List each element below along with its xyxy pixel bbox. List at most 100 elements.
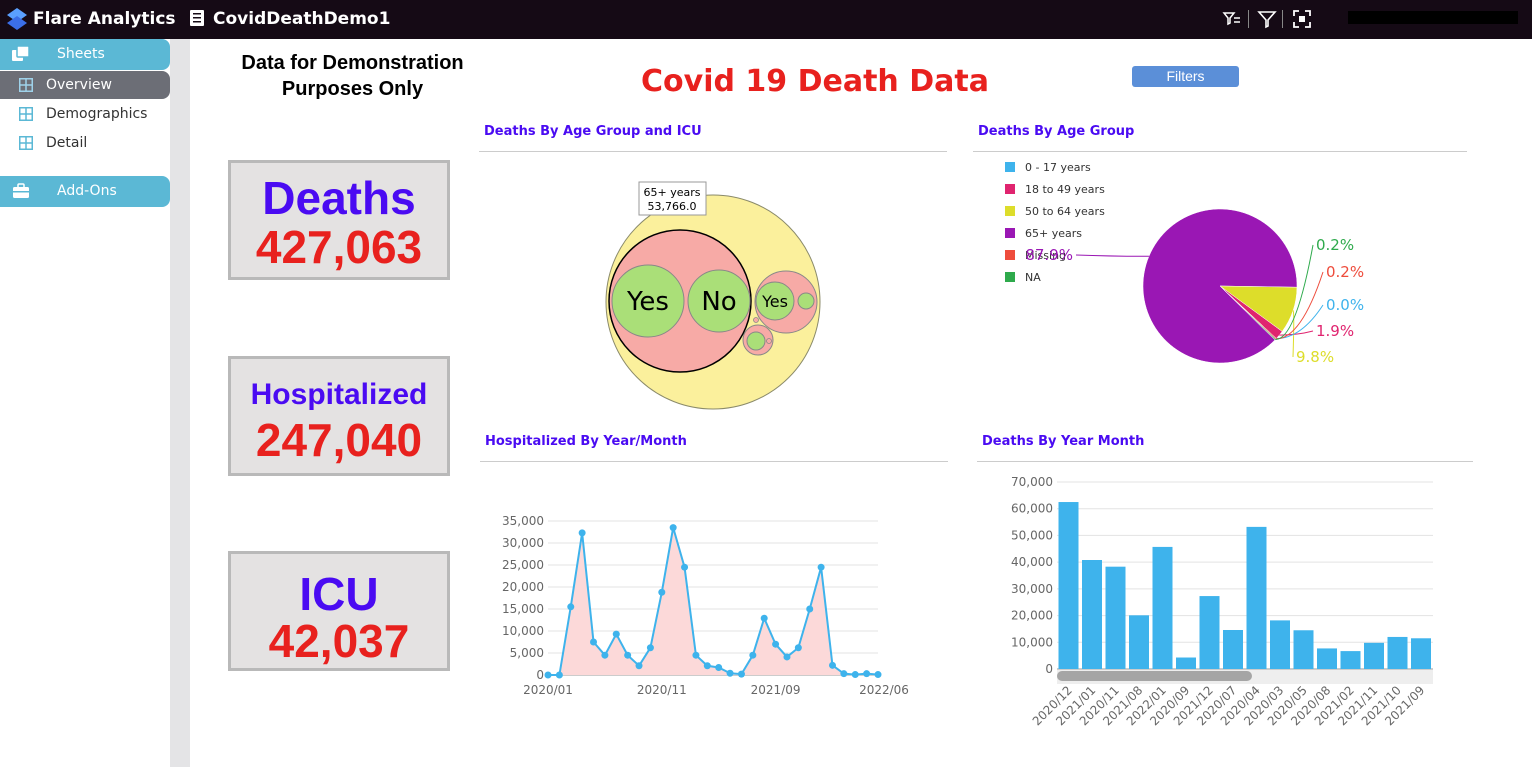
filter-list-icon[interactable] bbox=[1222, 9, 1242, 29]
bar[interactable] bbox=[1293, 630, 1314, 669]
data-point[interactable] bbox=[715, 664, 723, 672]
data-point[interactable] bbox=[590, 638, 598, 646]
bar[interactable] bbox=[1246, 526, 1267, 669]
flare-logo-icon bbox=[7, 8, 27, 30]
sheet-grid-icon bbox=[19, 78, 33, 92]
panel-title-pie: Deaths By Age Group bbox=[978, 124, 1135, 139]
y-tick-label: 15,000 bbox=[502, 602, 544, 616]
data-point[interactable] bbox=[578, 529, 586, 537]
pie-data-label: 87.9% bbox=[1025, 246, 1073, 264]
bar[interactable] bbox=[1176, 657, 1196, 669]
bubble-yes[interactable] bbox=[611, 264, 685, 338]
app-title[interactable]: Flare Analytics bbox=[33, 9, 176, 29]
data-point[interactable] bbox=[658, 588, 666, 596]
data-point[interactable] bbox=[760, 614, 768, 622]
data-point[interactable] bbox=[851, 671, 859, 679]
bubble-yes-small[interactable] bbox=[755, 281, 795, 321]
sidebar-section-label: Add-Ons bbox=[57, 183, 117, 199]
sheet-grid-icon bbox=[19, 136, 33, 150]
bar[interactable] bbox=[1082, 560, 1102, 669]
data-point[interactable] bbox=[692, 651, 700, 659]
legend-label[interactable]: 18 to 49 years bbox=[1025, 183, 1105, 196]
legend-label[interactable]: Missing bbox=[1025, 249, 1066, 262]
bar[interactable] bbox=[1340, 651, 1361, 669]
kpi-label: Hospitalized bbox=[250, 378, 428, 411]
data-point[interactable] bbox=[749, 651, 757, 659]
top-bar: Flare Analytics CovidDeathDemo1 bbox=[0, 0, 1532, 39]
panel-title-bubble: Deaths By Age Group and ICU bbox=[484, 124, 702, 139]
bubble-tiny[interactable] bbox=[797, 292, 815, 310]
data-point[interactable] bbox=[612, 630, 620, 638]
panel-title-line: Hospitalized By Year/Month bbox=[485, 434, 687, 449]
data-point[interactable] bbox=[669, 524, 677, 532]
data-point[interactable] bbox=[772, 640, 780, 648]
data-point[interactable] bbox=[863, 670, 871, 678]
document-title[interactable]: CovidDeathDemo1 bbox=[213, 9, 391, 29]
pie-leader-line bbox=[1075, 254, 1149, 257]
legend-swatch bbox=[1005, 272, 1015, 282]
toolbar-separator bbox=[1248, 10, 1249, 28]
bar[interactable] bbox=[1411, 638, 1431, 669]
scrollbar-thumb[interactable] bbox=[1057, 671, 1252, 681]
sidebar bbox=[0, 39, 170, 767]
data-point[interactable] bbox=[874, 671, 882, 679]
data-point[interactable] bbox=[840, 670, 848, 678]
data-point[interactable] bbox=[828, 661, 836, 669]
panel-divider bbox=[973, 151, 1467, 152]
data-point[interactable] bbox=[567, 603, 575, 611]
sidebar-item-detail[interactable]: Detail bbox=[0, 129, 170, 157]
sidebar-item-overview[interactable]: Overview bbox=[0, 71, 170, 99]
y-tick-label: 20,000 bbox=[502, 580, 544, 594]
document-icon[interactable] bbox=[190, 10, 204, 26]
sidebar-item-demographics[interactable]: Demographics bbox=[0, 100, 170, 128]
bubble-tiny[interactable] bbox=[746, 331, 766, 351]
bar[interactable] bbox=[1270, 620, 1290, 669]
sidebar-section-sheets[interactable]: Sheets bbox=[0, 39, 170, 70]
fullscreen-icon[interactable] bbox=[1292, 9, 1312, 29]
data-point[interactable] bbox=[555, 671, 563, 679]
data-point[interactable] bbox=[635, 662, 643, 670]
filter-icon[interactable] bbox=[1257, 9, 1277, 29]
bubble-no[interactable] bbox=[687, 269, 751, 333]
bar[interactable] bbox=[1387, 636, 1408, 669]
data-point[interactable] bbox=[737, 670, 745, 678]
bar[interactable] bbox=[1364, 642, 1384, 669]
pie-data-label: 9.8% bbox=[1296, 348, 1334, 366]
data-point[interactable] bbox=[681, 563, 689, 571]
y-tick-label: 0 bbox=[1045, 662, 1053, 676]
y-tick-label: 30,000 bbox=[502, 536, 544, 550]
data-point[interactable] bbox=[817, 563, 825, 571]
data-point[interactable] bbox=[783, 653, 791, 661]
data-point[interactable] bbox=[726, 669, 734, 677]
bar[interactable] bbox=[1129, 615, 1149, 669]
legend-label[interactable]: 65+ years bbox=[1025, 227, 1082, 240]
y-tick-label: 10,000 bbox=[1011, 635, 1053, 649]
sidebar-section-label: Sheets bbox=[57, 46, 105, 62]
bar[interactable] bbox=[1223, 629, 1243, 669]
y-tick-label: 50,000 bbox=[1011, 528, 1053, 542]
legend-label[interactable]: 50 to 64 years bbox=[1025, 205, 1105, 218]
legend-label[interactable]: NA bbox=[1025, 271, 1041, 284]
data-point[interactable] bbox=[624, 651, 632, 659]
bar[interactable] bbox=[1105, 566, 1126, 669]
sidebar-resize-strip[interactable] bbox=[170, 39, 190, 767]
data-point[interactable] bbox=[601, 651, 609, 659]
data-point[interactable] bbox=[806, 605, 814, 613]
bar[interactable] bbox=[1152, 546, 1173, 669]
filters-button[interactable]: Filters bbox=[1132, 66, 1239, 87]
kpi-card-deaths: Deaths 427,063 bbox=[228, 160, 450, 280]
legend-label[interactable]: 0 - 17 years bbox=[1025, 161, 1091, 174]
bubble-label-no: No bbox=[701, 287, 736, 317]
data-point[interactable] bbox=[703, 662, 711, 670]
data-point[interactable] bbox=[646, 644, 654, 652]
bubble-tooltip: 65+ years 53,766.0 bbox=[638, 181, 707, 216]
bar[interactable] bbox=[1058, 502, 1079, 669]
bar[interactable] bbox=[1317, 648, 1337, 669]
data-point[interactable] bbox=[544, 671, 552, 679]
data-point[interactable] bbox=[794, 644, 802, 652]
bubble-tiny[interactable] bbox=[753, 317, 759, 323]
bar[interactable] bbox=[1199, 596, 1220, 669]
sidebar-section-add-ons[interactable]: Add-Ons bbox=[0, 176, 170, 207]
kpi-card-icu: ICU 42,037 bbox=[228, 551, 450, 671]
bubble-tiny[interactable] bbox=[766, 338, 772, 344]
